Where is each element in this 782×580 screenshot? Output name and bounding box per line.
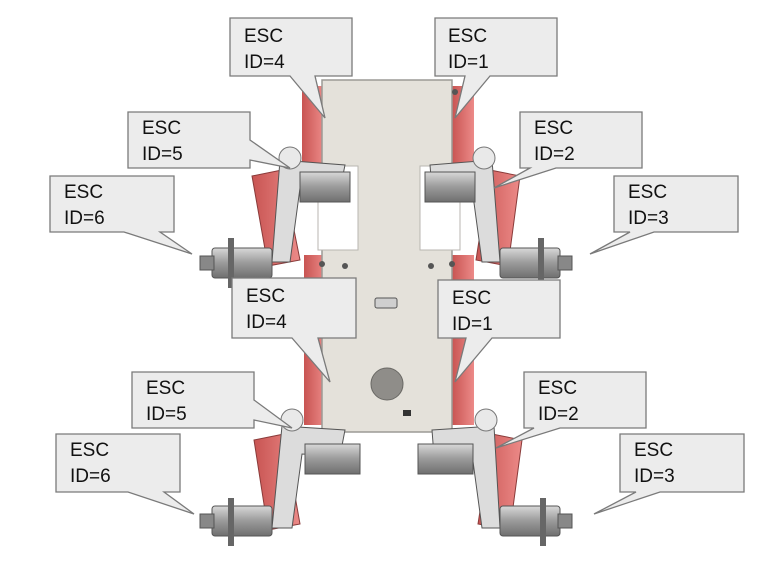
callout-label: ESC (534, 118, 573, 139)
callout-id: ID=4 (246, 312, 287, 333)
callout-id: ID=5 (142, 144, 183, 165)
callout-label: ESC (538, 378, 577, 399)
connector-port (374, 297, 398, 309)
callout-top-left-esc6: ESC ID=6 (49, 175, 193, 255)
callout-id: ID=2 (538, 404, 579, 425)
callout-bottom-right-esc2: ESC ID=2 (495, 371, 647, 449)
callout-id: ID=6 (64, 208, 105, 229)
callout-label: ESC (246, 286, 285, 307)
callout-label: ESC (244, 26, 283, 47)
callout-label: ESC (634, 440, 673, 461)
callout-id: ID=3 (628, 208, 669, 229)
callout-id: ID=1 (452, 314, 493, 335)
callout-label: ESC (448, 26, 487, 47)
plate-marker (403, 410, 411, 416)
screw (428, 263, 434, 269)
leg-top-left (199, 146, 351, 288)
callout-label: ESC (64, 182, 103, 203)
leg-top-right (424, 146, 573, 288)
callout-top-left-esc4: ESC ID=4 (229, 17, 353, 119)
callout-label: ESC (142, 118, 181, 139)
callout-label: ESC (70, 440, 109, 461)
callout-id: ID=4 (244, 52, 285, 73)
callout-label: ESC (146, 378, 185, 399)
robot-body (199, 79, 573, 546)
callout-bottom-left-esc4: ESC ID=4 (231, 277, 357, 383)
callout-id: ID=5 (146, 404, 187, 425)
callout-id: ID=6 (70, 466, 111, 487)
callout-bottom-left-esc6: ESC ID=6 (55, 433, 195, 515)
battery-hole (370, 367, 404, 401)
esc-callouts: ESC ID=4 ESC ID=1 ESC ID=5 ESC ID=2 ESC … (49, 17, 745, 515)
leg-bottom-left (199, 408, 361, 546)
callout-top-right-esc3: ESC ID=3 (589, 175, 739, 255)
callout-bottom-right-esc3: ESC ID=3 (593, 433, 745, 515)
callout-top-right-esc2: ESC ID=2 (493, 111, 643, 189)
screw (449, 261, 455, 267)
callout-label: ESC (628, 182, 667, 203)
screw (342, 263, 348, 269)
callout-label: ESC (452, 288, 491, 309)
screw (319, 261, 325, 267)
callout-id: ID=2 (534, 144, 575, 165)
callout-top-right-esc1: ESC ID=1 (434, 17, 558, 119)
leg-bottom-right (417, 408, 573, 546)
callout-top-left-esc5: ESC ID=5 (127, 111, 291, 169)
callout-id: ID=3 (634, 466, 675, 487)
callout-id: ID=1 (448, 52, 489, 73)
callout-bottom-right-esc1: ESC ID=1 (437, 279, 561, 383)
screw (452, 89, 458, 95)
callout-bottom-left-esc5: ESC ID=5 (131, 371, 293, 429)
